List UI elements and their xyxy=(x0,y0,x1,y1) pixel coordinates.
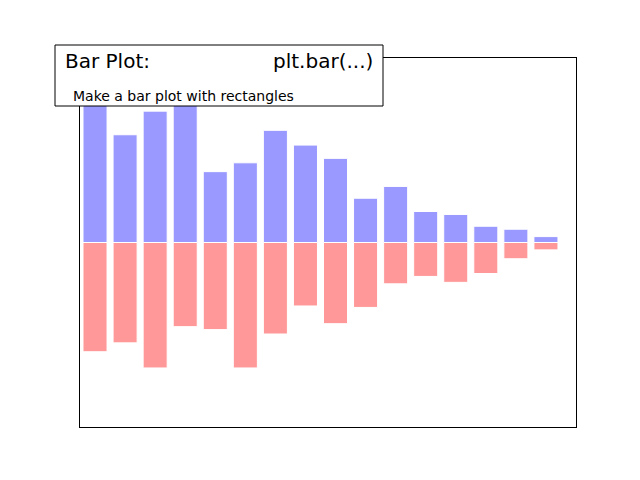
svg-text:Bar Plot:: Bar Plot: xyxy=(65,49,150,73)
svg-text:Make a bar plot with rectangle: Make a bar plot with rectangles xyxy=(73,88,294,104)
svg-text:plt.bar(...): plt.bar(...) xyxy=(273,49,373,73)
